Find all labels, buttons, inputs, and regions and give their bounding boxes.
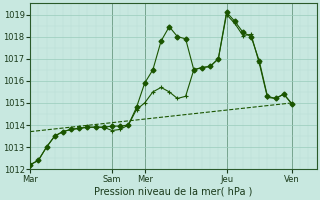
X-axis label: Pression niveau de la mer( hPa ): Pression niveau de la mer( hPa ): [94, 187, 252, 197]
